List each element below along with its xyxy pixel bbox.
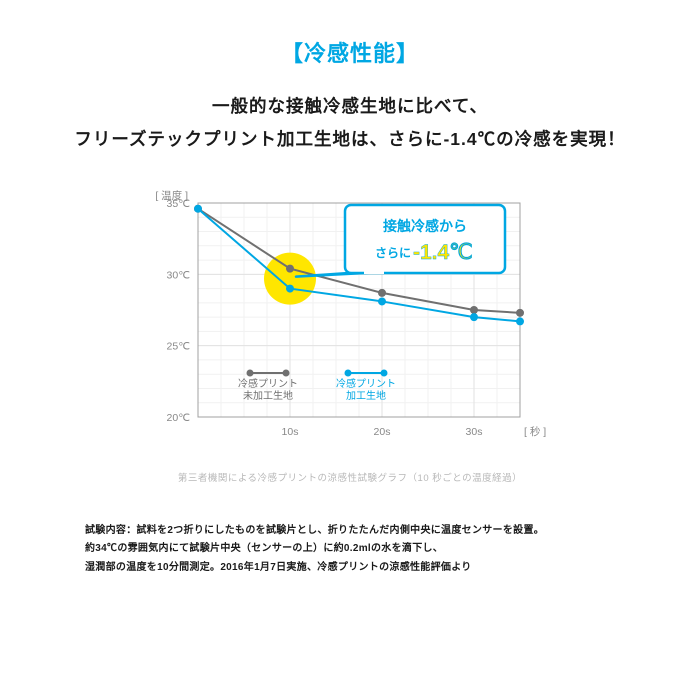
subtitle-line2: フリーズテックプリント加工生地は、さらに-1.4℃の冷感を実現！ bbox=[74, 129, 625, 149]
page-title: 【冷感性能】 bbox=[30, 36, 670, 68]
svg-text:冷感プリント: 冷感プリント bbox=[336, 377, 396, 390]
footnote: 試験内容：試料を2つ折りにしたものを試験片とし、折りたたんだ内側中央に温度センサ… bbox=[85, 522, 615, 578]
subtitle: 一般的な接触冷感生地に比べて、 フリーズテックプリント加工生地は、さらに-1.4… bbox=[30, 90, 670, 157]
svg-text:未加工生地: 未加工生地 bbox=[243, 389, 293, 402]
svg-text:[ 秒 ]: [ 秒 ] bbox=[524, 425, 546, 438]
svg-text:さらに: さらに bbox=[375, 246, 411, 260]
svg-text:20s: 20s bbox=[374, 426, 391, 438]
chart-svg: 20℃25℃30℃35℃10s20s30s[ 温度 ][ 秒 ]冷感プリント未加… bbox=[140, 185, 560, 455]
svg-text:[ 温度 ]: [ 温度 ] bbox=[155, 189, 188, 202]
cooling-chart: 20℃25℃30℃35℃10s20s30s[ 温度 ][ 秒 ]冷感プリント未加… bbox=[140, 185, 560, 460]
svg-text:30s: 30s bbox=[466, 426, 483, 438]
svg-text:冷感プリント: 冷感プリント bbox=[238, 377, 298, 390]
footnote-line: 約34℃の雰囲気内にて試験片中央（センサーの上）に約0.2mlの水を滴下し、 bbox=[85, 540, 615, 559]
svg-text:接触冷感から: 接触冷感から bbox=[383, 218, 467, 234]
footnote-line: 湿潤部の温度を10分間測定。2016年1月7日実施、冷感プリントの涼感性能評価よ… bbox=[85, 559, 615, 578]
svg-text:25℃: 25℃ bbox=[167, 340, 191, 352]
footnote-line: 試験内容：試料を2つ折りにしたものを試験片とし、折りたたんだ内側中央に温度センサ… bbox=[85, 522, 615, 541]
svg-text:30℃: 30℃ bbox=[167, 269, 191, 281]
svg-text:10s: 10s bbox=[282, 426, 299, 438]
subtitle-line1: 一般的な接触冷感生地に比べて、 bbox=[212, 96, 488, 116]
chart-caption: 第三者機関による冷感プリントの涼感性試験グラフ（10 秒ごとの温度経過） bbox=[30, 470, 670, 484]
svg-text:20℃: 20℃ bbox=[167, 412, 191, 424]
svg-text:-1.4℃: -1.4℃ bbox=[413, 241, 473, 264]
svg-text:加工生地: 加工生地 bbox=[346, 389, 386, 402]
